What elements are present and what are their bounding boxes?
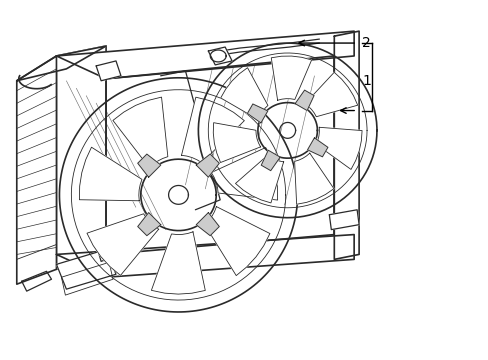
Polygon shape [211,148,277,200]
Polygon shape [96,238,121,261]
Polygon shape [220,68,267,120]
Polygon shape [17,46,106,81]
Polygon shape [138,154,161,177]
Polygon shape [196,213,219,236]
Polygon shape [328,210,358,230]
Polygon shape [79,147,142,201]
Polygon shape [61,262,113,295]
Polygon shape [316,127,361,170]
Polygon shape [113,97,167,168]
Polygon shape [96,61,121,81]
Polygon shape [235,155,283,203]
Text: 2: 2 [361,36,370,50]
Polygon shape [208,47,232,65]
Polygon shape [271,56,311,100]
Polygon shape [56,235,353,277]
Polygon shape [56,31,353,79]
Polygon shape [294,153,333,204]
Polygon shape [17,56,56,284]
Polygon shape [151,232,205,294]
Polygon shape [295,90,313,111]
Polygon shape [56,249,116,289]
Polygon shape [87,214,158,275]
Polygon shape [261,150,280,171]
Polygon shape [196,154,219,177]
Polygon shape [138,213,161,236]
Polygon shape [213,123,260,162]
Polygon shape [307,138,327,157]
Polygon shape [56,46,106,269]
Polygon shape [181,97,244,163]
Polygon shape [334,31,358,260]
Polygon shape [305,72,357,117]
Polygon shape [204,207,269,276]
Text: 1: 1 [361,74,370,88]
Polygon shape [247,104,267,123]
